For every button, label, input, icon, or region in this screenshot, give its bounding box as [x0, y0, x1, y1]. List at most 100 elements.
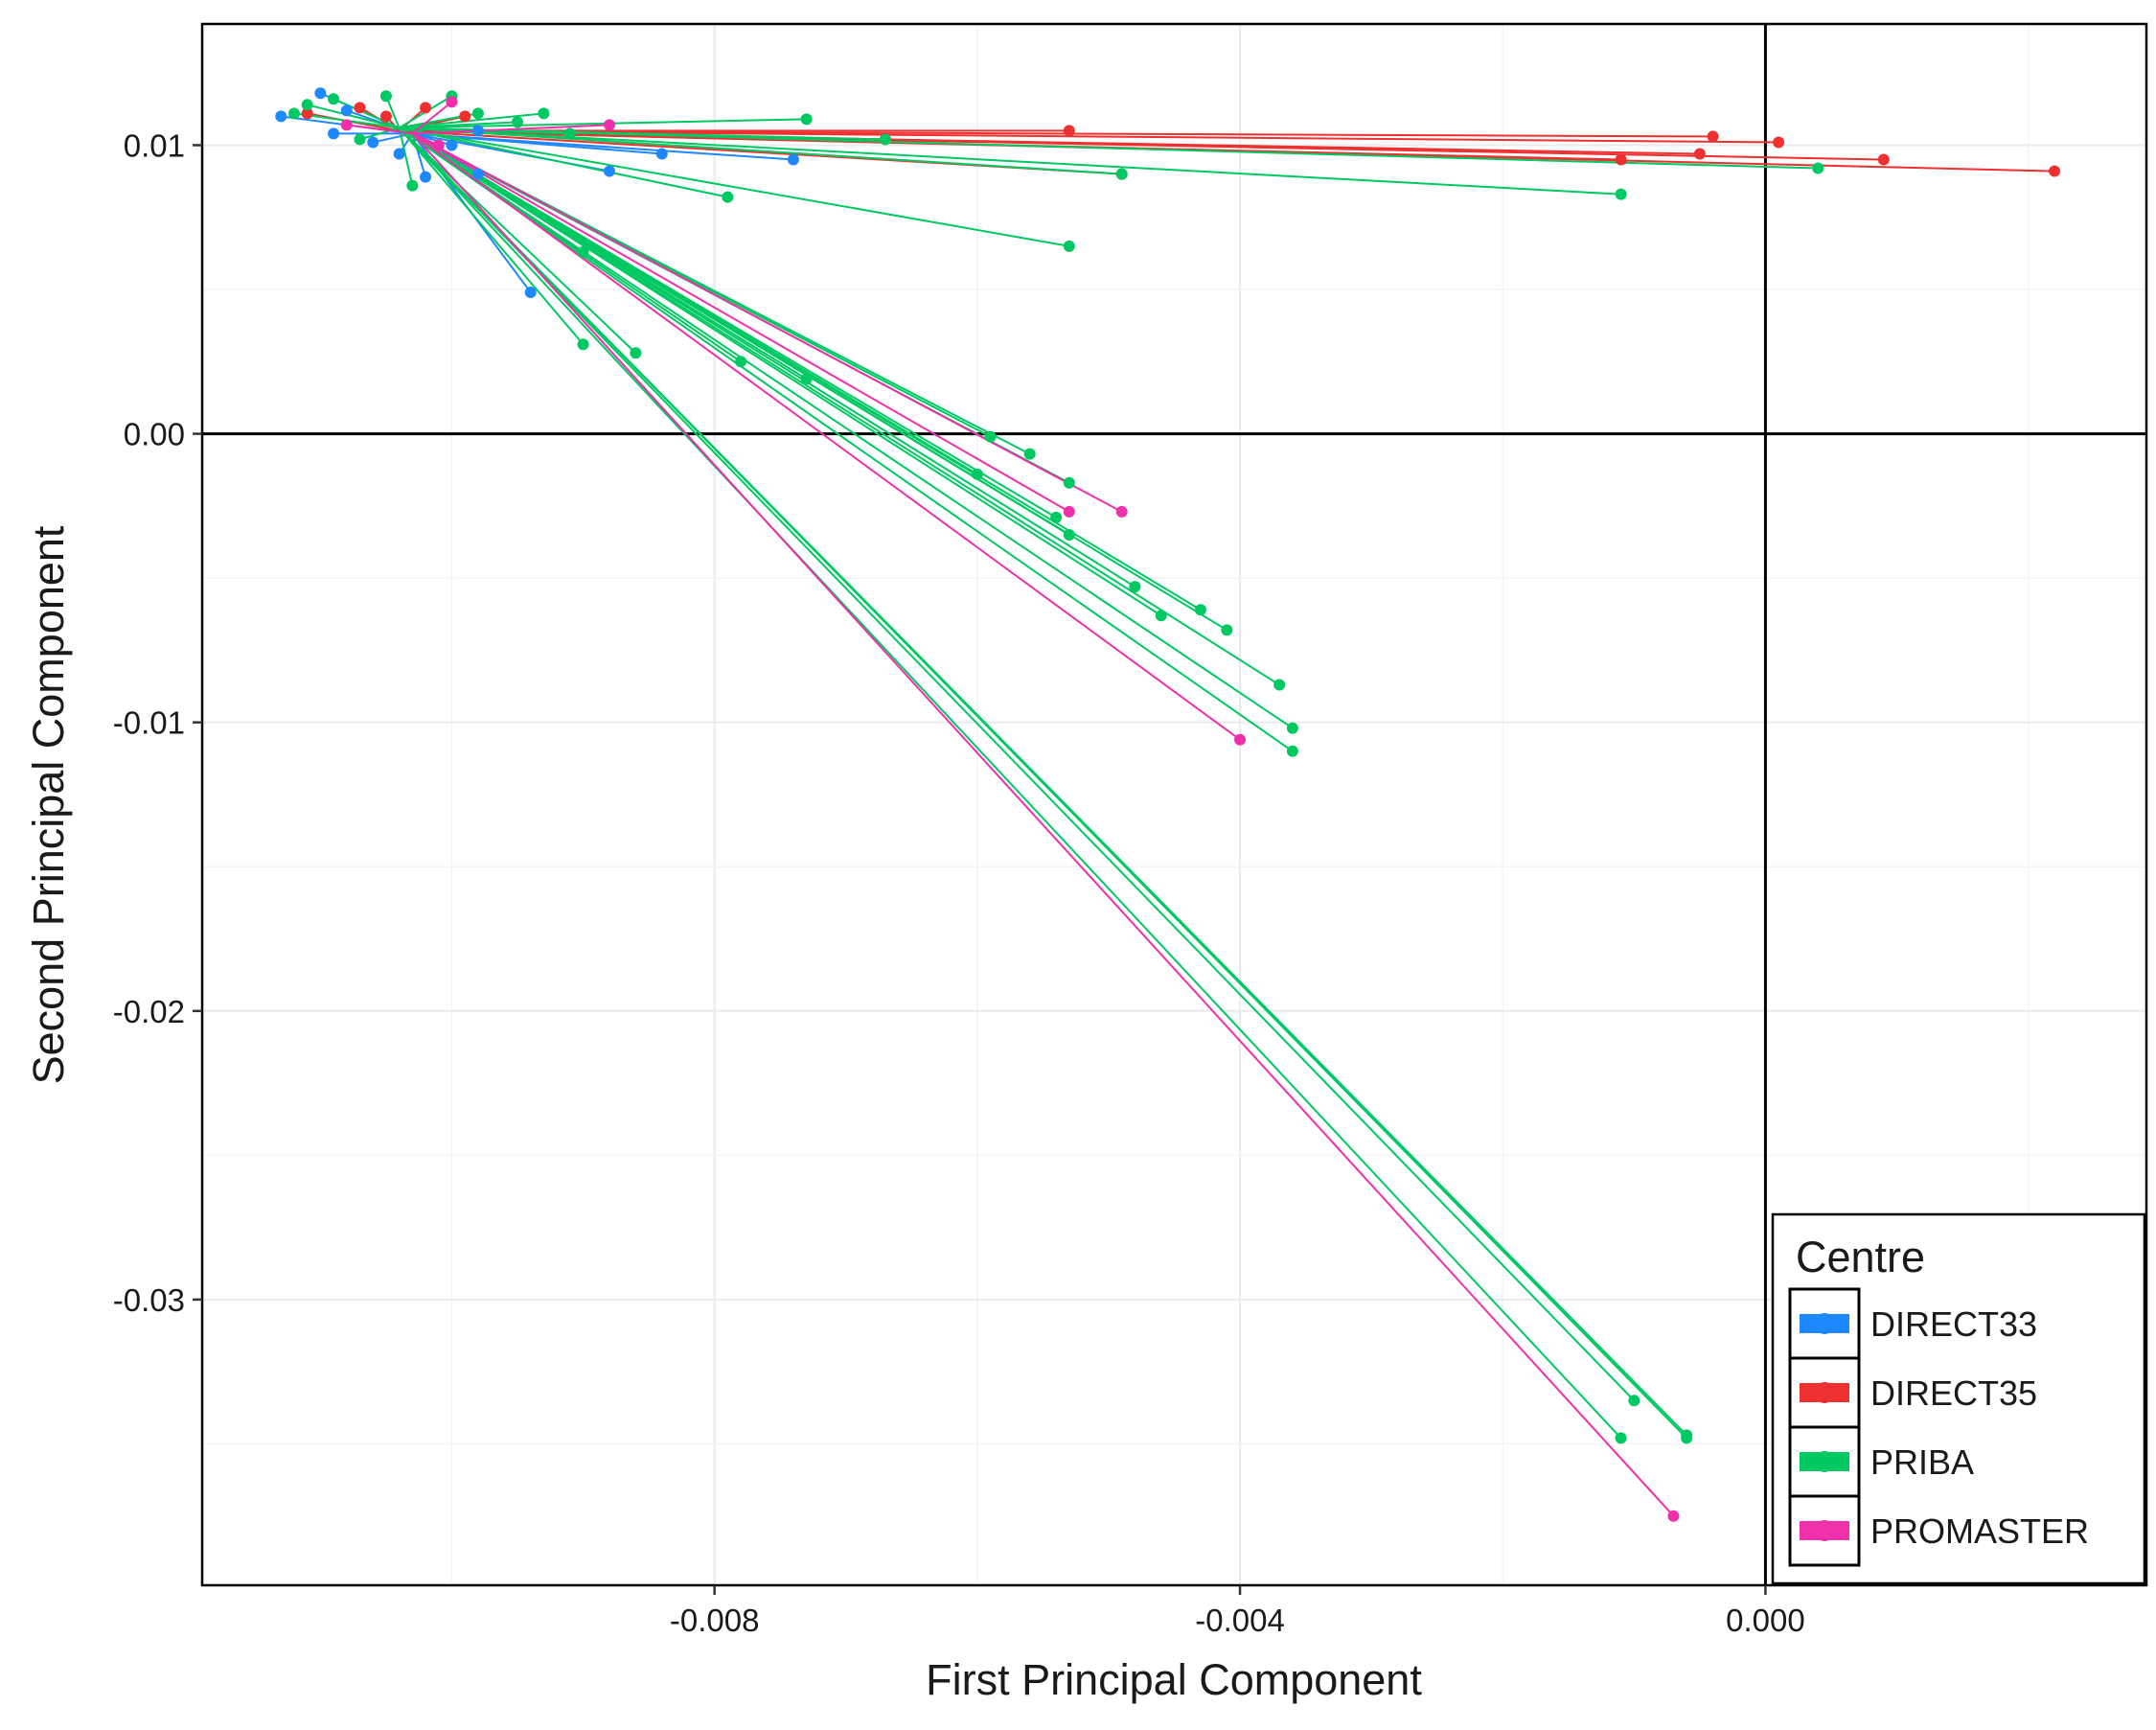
- legend: Centre DIRECT33 DIRECT35 PRIBA PROMASTER: [1771, 1212, 2146, 1585]
- data-point-direct33: [314, 87, 327, 100]
- data-point-direct33: [603, 165, 615, 177]
- data-point-direct33: [446, 139, 458, 151]
- plot-panel-border: [200, 22, 2148, 1587]
- data-point-priba: [1286, 722, 1298, 734]
- x-tick-label: -0.004: [1195, 1603, 1285, 1638]
- legend-key-point: [1814, 1451, 1835, 1472]
- data-point-priba: [1155, 610, 1167, 622]
- data-point-priba: [1615, 1432, 1627, 1444]
- data-point-priba: [379, 90, 392, 103]
- data-point-promaster: [1115, 505, 1128, 518]
- data-point-priba: [879, 133, 891, 146]
- data-point-priba: [800, 113, 813, 126]
- data-point-direct35: [1773, 136, 1785, 149]
- segment-priba: [399, 127, 1069, 247]
- legend-label: PRIBA: [1870, 1442, 1974, 1482]
- legend-title: Centre: [1796, 1233, 1925, 1281]
- segment-priba: [398, 127, 1687, 1437]
- segment-priba: [399, 118, 807, 129]
- segment-promaster: [411, 132, 1675, 1517]
- data-point-priba: [328, 93, 340, 105]
- data-point-promaster: [603, 119, 615, 131]
- x-axis-title: First Principal Component: [926, 1655, 1422, 1704]
- data-point-promaster: [340, 119, 353, 131]
- data-point-priba: [1221, 624, 1233, 636]
- segment-priba: [398, 127, 637, 354]
- data-point-direct35: [1063, 125, 1075, 137]
- segment-priba: [398, 127, 585, 345]
- data-point-priba: [1286, 745, 1298, 757]
- data-point-priba: [1063, 528, 1075, 541]
- segment-direct33: [412, 132, 793, 161]
- data-point-promaster: [446, 96, 458, 108]
- data-point-priba: [1063, 476, 1075, 489]
- data-point-priba: [1681, 1429, 1693, 1442]
- data-point-priba: [1063, 240, 1075, 252]
- data-point-promaster: [1063, 505, 1075, 518]
- data-point-priba: [735, 356, 747, 368]
- segment-priba: [399, 127, 1819, 170]
- segment-promaster: [411, 101, 453, 135]
- data-point-priba: [512, 116, 524, 128]
- data-point-direct33: [367, 136, 379, 149]
- segment-promaster: [411, 132, 1123, 513]
- data-point-direct35: [354, 102, 366, 114]
- segment-priba: [399, 127, 1621, 196]
- data-point-direct35: [1877, 153, 1890, 166]
- legend-entries: DIRECT33 DIRECT35 PRIBA PROMASTER: [1788, 1287, 2089, 1567]
- y-tick-label: 0.01: [124, 127, 185, 163]
- segment-promaster: [412, 124, 610, 135]
- legend-label: DIRECT33: [1870, 1304, 2037, 1344]
- data-point-direct35: [459, 110, 471, 123]
- segment-priba: [399, 127, 1227, 632]
- data-point-priba: [1129, 581, 1141, 593]
- legend-entry-direct35: DIRECT35: [1788, 1356, 2037, 1429]
- data-point-priba: [971, 468, 983, 480]
- data-point-direct33: [340, 104, 353, 117]
- segment-promaster: [411, 132, 1241, 741]
- data-point-direct35: [1707, 130, 1719, 143]
- y-axis-title: Second Principal Component: [24, 525, 73, 1084]
- data-point-direct33: [471, 168, 484, 180]
- data-point-direct35: [1615, 153, 1627, 166]
- segment-priba: [307, 104, 400, 129]
- data-point-priba: [1050, 511, 1063, 523]
- data-point-priba: [722, 191, 734, 203]
- data-point-priba: [800, 373, 813, 385]
- x-tick-label: -0.008: [670, 1603, 760, 1638]
- data-point-priba: [406, 179, 419, 192]
- y-tick-label: 0.00: [124, 417, 185, 452]
- data-point-direct33: [275, 110, 287, 123]
- data-point-direct35: [2049, 165, 2061, 177]
- data-point-priba: [1273, 679, 1286, 691]
- data-point-priba: [577, 245, 589, 258]
- legend-entry-direct33: DIRECT33: [1788, 1287, 2037, 1360]
- legend-label: PROMASTER: [1870, 1511, 2089, 1551]
- legend-label: DIRECT35: [1870, 1373, 2037, 1413]
- data-point-direct33: [524, 287, 537, 299]
- data-point-direct33: [393, 148, 405, 160]
- data-point-direct33: [655, 148, 668, 160]
- segment-priba: [398, 127, 1622, 1440]
- segment-priba: [333, 98, 401, 129]
- segment-priba: [399, 127, 1294, 729]
- y-tick-label: -0.02: [113, 994, 185, 1029]
- data-point-priba: [630, 347, 642, 359]
- series-promaster: [346, 101, 1675, 1517]
- legend-entry-promaster: PROMASTER: [1788, 1494, 2089, 1567]
- data-point-direct33: [420, 171, 432, 183]
- data-point-direct35: [1693, 148, 1706, 160]
- data-point-direct33: [471, 125, 484, 137]
- data-series: [275, 87, 2061, 1522]
- points-priba: [287, 90, 1824, 1444]
- segment-promaster: [411, 132, 1070, 513]
- data-point-priba: [1628, 1395, 1640, 1407]
- segment-priba: [399, 127, 728, 198]
- segment-priba: [399, 127, 1294, 752]
- segment-priba: [359, 127, 400, 141]
- x-axis-ticks: -0.008 -0.004 0.000: [670, 1585, 1805, 1638]
- legend-key-point: [1814, 1313, 1835, 1334]
- points-direct33: [275, 87, 799, 299]
